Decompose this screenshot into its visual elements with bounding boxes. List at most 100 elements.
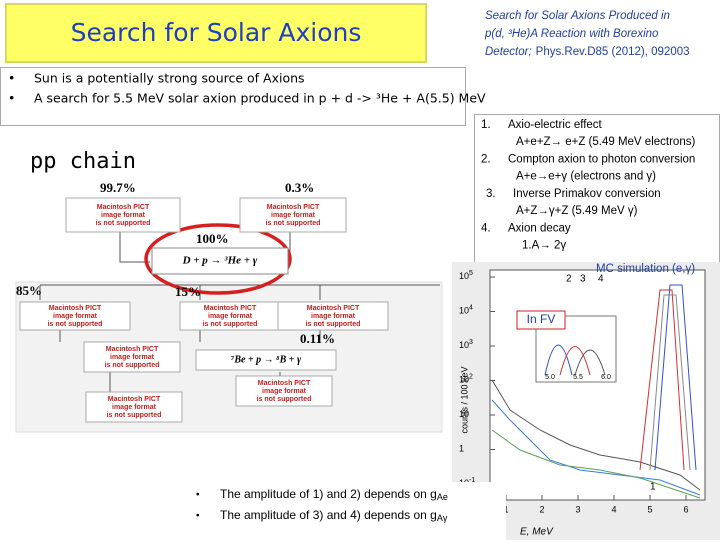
pict-line: is not supported (96, 220, 151, 227)
inset-tick-label: 5.0 (545, 374, 555, 381)
inset-tick-label: 5.5 (573, 374, 583, 381)
y-tick-exponent: 3 (469, 339, 473, 346)
y-tick-label: 104 (459, 304, 473, 316)
x-tick-label: 3 (575, 504, 580, 514)
y-tick-exponent: 2 (469, 373, 473, 380)
channel-reaction: 1.A→ 2γ (522, 240, 566, 252)
x-tick-label: 2 (539, 504, 544, 514)
pp-chain-label: pp chain (30, 149, 136, 174)
bullet-mark: • (8, 71, 15, 86)
y-tick-base: 10 (459, 375, 469, 385)
y-tick-exponent: 5 (469, 270, 473, 277)
bullet: A search for 5.5 MeV solar axion produce… (34, 91, 486, 106)
curve-label: 3 (580, 274, 586, 285)
reference-line: Detector; Phys.Rev.D85 (2012), 092003 (485, 46, 690, 58)
y-tick-base: 10 (459, 271, 469, 281)
pict-line: image format (110, 354, 155, 361)
pict-line: Macintosh PICT (204, 305, 257, 312)
x-axis-label: E, MeV (520, 527, 554, 538)
pict-line: image format (208, 313, 253, 320)
conclusion-text: The amplitude of 1) and 2) depends on g (220, 487, 437, 501)
bullets: • Sun is a potentially strong source of … (8, 71, 486, 106)
channel-name: Axio-electric effect (508, 119, 603, 131)
x-tick-label: 6 (683, 504, 688, 514)
inset-label: In FV (527, 312, 556, 326)
channel-name: Axion decay (508, 223, 571, 235)
title: Search for Solar Axions (71, 18, 362, 47)
reaction: D + p → ³He + γ (182, 255, 258, 267)
x-tick-label: 4 (611, 504, 616, 514)
y-tick-label: 105 (459, 270, 473, 282)
conclusions: • The amplitude of 1) and 2) depends on g… (190, 482, 506, 540)
y-tick-base: 10 (459, 340, 469, 350)
channel-number: 4. (481, 223, 491, 235)
conclusion: The amplitude of 3) and 4) depends on gA… (220, 508, 448, 523)
pict-line: is not supported (306, 321, 361, 328)
branches: 99.7% 0.3% 100% 85% 15% 0.11% (16, 180, 335, 346)
pict-line: Macintosh PICT (106, 346, 159, 353)
reference-line: Detector; (485, 46, 532, 58)
pict-line: Macintosh PICT (258, 380, 311, 387)
y-tick-base: 10 (459, 306, 469, 316)
channels: 1. Axio-electric effect A+e+Z→ e+Z (5.49 M… (481, 119, 695, 252)
bullet: Sun is a potentially strong source of Ax… (34, 71, 305, 86)
pict-line: image format (53, 313, 98, 320)
pict-line: Macintosh PICT (267, 204, 320, 211)
highlight-ellipse (144, 223, 292, 295)
y-tick-label: 1 (459, 444, 464, 454)
branch-fraction: 85% (16, 283, 42, 298)
branch-fraction: 100% (196, 231, 229, 246)
spectrum-plot: In FV MC simulation (e,γ) counts / 100 k… (452, 262, 720, 540)
inset-curves (544, 344, 606, 376)
title-box (5, 3, 427, 63)
bullet-mark: • (196, 511, 200, 522)
conclusion: The amplitude of 1) and 2) depends on gA… (220, 487, 448, 502)
y-axis-label: counts / 100 keV (459, 366, 469, 433)
channel-reaction: A+e+Z→ e+Z (5.49 MeV electrons) (516, 136, 695, 148)
pict-line: image format (262, 388, 307, 395)
reaction-box (151, 247, 289, 275)
plot-frame (489, 269, 706, 501)
x-tick-label: 5 (647, 504, 652, 514)
pict-line: is not supported (105, 362, 160, 369)
conclusions-box (190, 482, 506, 540)
bullet-box (0, 67, 466, 126)
y-tick-label: 103 (459, 339, 473, 351)
pict-line: image format (112, 404, 157, 411)
pict-placeholder (239, 197, 347, 233)
channel-name: Inverse Primakov conversion (513, 188, 661, 200)
pict-line: image format (101, 212, 146, 219)
y-tick-exponent: 4 (469, 304, 473, 311)
reference: Search for Solar Axions Produced in p(d,… (484, 10, 690, 58)
pict-line: is not supported (257, 396, 312, 403)
y-tick-exponent: -1 (469, 477, 475, 484)
channel-number: 1. (481, 119, 491, 131)
pict-line: is not supported (203, 321, 258, 328)
channel-number: 3. (486, 188, 496, 200)
pict-line: Macintosh PICT (97, 204, 150, 211)
pict-line: image format (271, 212, 316, 219)
y-tick-base: 1 (459, 444, 464, 454)
inset-tick-label: 6.0 (601, 374, 611, 381)
y-tick-label: 102 (459, 373, 473, 385)
pict-placeholder (235, 375, 333, 407)
pp-chain-diagram: D + p → ³He + γ ⁷Be + p → ⁸B + γ 99.7% 0… (15, 180, 443, 433)
pict-placeholder (85, 391, 183, 423)
pict-line: Macintosh PICT (49, 305, 102, 312)
pict-line: is not supported (48, 321, 103, 328)
channel-name: Compton axion to photon conversion (508, 154, 695, 166)
bullet-mark: • (8, 91, 15, 106)
plot-annotation: MC simulation (e,γ) (596, 263, 695, 275)
citation: Phys.Rev.D85 (2012), 092003 (536, 46, 690, 58)
conclusion-subscript: Ae (437, 492, 448, 502)
reaction-box (195, 349, 337, 371)
